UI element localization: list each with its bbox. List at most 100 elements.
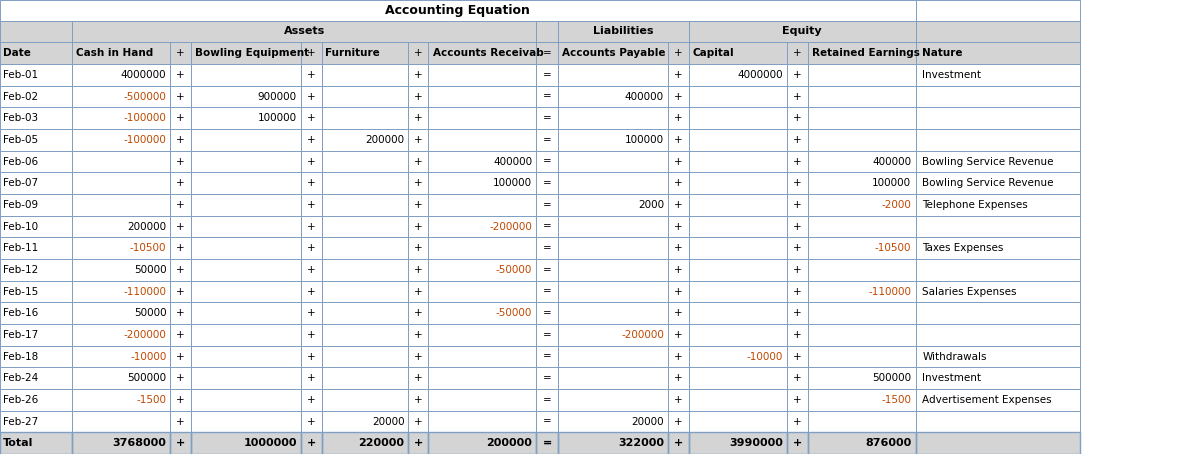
Bar [322, 345, 408, 367]
Bar [668, 411, 689, 432]
Text: 4000000: 4000000 [121, 70, 167, 80]
Bar [408, 302, 428, 324]
Bar [668, 86, 689, 107]
Bar [0, 411, 72, 432]
Bar [668, 324, 689, 345]
Bar [668, 107, 689, 129]
Bar [428, 216, 536, 237]
Text: =: = [542, 222, 552, 232]
Text: =: = [542, 286, 552, 296]
Bar [916, 0, 1080, 21]
Bar [558, 324, 668, 345]
Bar [787, 302, 808, 324]
Bar [916, 194, 1080, 216]
Text: =: = [542, 330, 552, 340]
Bar [301, 107, 322, 129]
Bar [72, 64, 170, 86]
Bar [536, 281, 558, 302]
Bar [408, 237, 428, 259]
Bar [191, 107, 301, 129]
Bar [170, 151, 191, 173]
Bar [170, 64, 191, 86]
Bar [191, 237, 301, 259]
Bar [558, 194, 668, 216]
Bar [322, 259, 408, 281]
Bar [191, 389, 301, 411]
Text: Feb-05: Feb-05 [2, 135, 38, 145]
Bar [0, 151, 72, 173]
Bar [0, 389, 72, 411]
Bar [668, 194, 689, 216]
Bar [916, 42, 1080, 64]
Bar [787, 151, 808, 173]
Bar [668, 151, 689, 173]
Text: +: + [307, 286, 316, 296]
Text: +: + [674, 113, 683, 123]
Bar [428, 173, 536, 194]
Text: Furniture: Furniture [325, 48, 380, 58]
Bar [301, 173, 322, 194]
Bar [428, 151, 536, 173]
Bar [558, 432, 668, 454]
Text: =: = [542, 438, 552, 448]
Bar [72, 389, 170, 411]
Bar [0, 173, 72, 194]
Bar [536, 151, 558, 173]
Bar [301, 237, 322, 259]
Text: +: + [176, 351, 185, 361]
Text: -50000: -50000 [496, 265, 532, 275]
Bar [808, 86, 916, 107]
Bar [322, 107, 408, 129]
Bar [191, 345, 301, 367]
Bar [0, 0, 916, 21]
Bar [170, 151, 191, 173]
Bar [558, 21, 689, 42]
Text: Total: Total [2, 438, 34, 448]
Text: Feb-27: Feb-27 [2, 416, 38, 426]
Text: +: + [307, 178, 316, 188]
Text: +: + [793, 373, 802, 383]
Text: Accounts Receivab: Accounts Receivab [433, 48, 544, 58]
Text: Accounting Equation: Accounting Equation [385, 4, 530, 17]
Bar [916, 151, 1080, 173]
Text: Liabilities: Liabilities [593, 26, 654, 36]
Text: Feb-12: Feb-12 [2, 265, 38, 275]
Bar [808, 302, 916, 324]
Bar [916, 64, 1080, 86]
Bar [170, 367, 191, 389]
Bar [0, 129, 72, 151]
Bar [536, 107, 558, 129]
Bar [689, 281, 787, 302]
Bar [0, 302, 72, 324]
Bar [916, 129, 1080, 151]
Bar [191, 281, 301, 302]
Bar [689, 432, 787, 454]
Bar [668, 151, 689, 173]
Bar [72, 259, 170, 281]
Bar [191, 129, 301, 151]
Bar [689, 302, 787, 324]
Bar [558, 216, 668, 237]
Text: +: + [793, 178, 802, 188]
Bar [322, 237, 408, 259]
Bar [808, 281, 916, 302]
Text: +: + [176, 157, 185, 167]
Bar [322, 367, 408, 389]
Bar [689, 216, 787, 237]
Bar [689, 86, 787, 107]
Bar [558, 281, 668, 302]
Bar [0, 324, 72, 345]
Bar [301, 259, 322, 281]
Bar [191, 345, 301, 367]
Bar [689, 42, 787, 64]
Bar [536, 86, 558, 107]
Text: +: + [176, 265, 185, 275]
Bar [301, 411, 322, 432]
Bar [916, 389, 1080, 411]
Text: +: + [414, 70, 422, 80]
Text: +: + [414, 416, 422, 426]
Bar [558, 129, 668, 151]
Text: =: = [542, 308, 552, 318]
Bar [301, 324, 322, 345]
Bar [408, 367, 428, 389]
